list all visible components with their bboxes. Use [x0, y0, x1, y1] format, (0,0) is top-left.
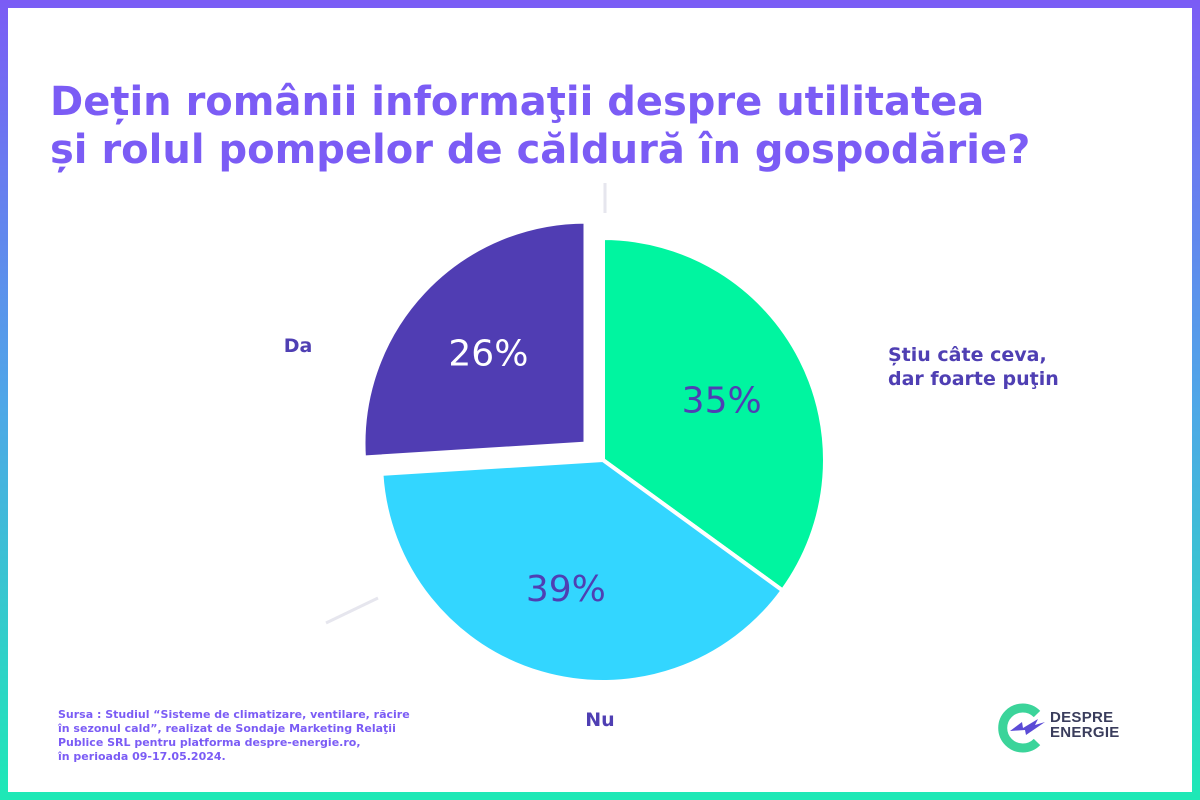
pie-chart: 35% Știu câte ceva, dar foarte puţin 39% Nu 2…	[284, 183, 1059, 731]
pie-slice-nu	[379, 458, 785, 684]
logo-line-1: DESPRE	[1050, 709, 1114, 726]
guide-line-2	[325, 596, 379, 625]
title-line-1: Dețin românii informaţii despre utilitat…	[50, 79, 985, 125]
pie-slice-da	[361, 219, 588, 460]
source-line-1: Sursa : Studiul “Sisteme de climatizare,…	[58, 708, 410, 721]
source-line-4: în perioada 09-17.05.2024.	[58, 750, 226, 763]
energy-logo-icon	[998, 703, 1045, 753]
chart-card: Dețin românii informaţii despre utilitat…	[8, 8, 1192, 792]
chart-title: Dețin românii informaţii despre utilitat…	[50, 78, 1050, 174]
source-line-2: în sezonul cald”, realizat de Sondaje Ma…	[58, 722, 396, 735]
pie-slice-tiu-c-te-ceva-dar-foarte-pu-in	[601, 236, 827, 593]
slice-value-label: 26%	[448, 333, 528, 374]
source-line-3: Publice SRL pentru platforma despre-ener…	[58, 736, 361, 749]
slice-category-label: Știu câte ceva, dar foarte puţin	[888, 344, 1059, 390]
despre-energie-logo: DESPRE ENERGIE	[994, 700, 1144, 756]
slice-value-label: 39%	[526, 569, 606, 610]
source-note: Sursa : Studiul “Sisteme de climatizare,…	[58, 708, 478, 764]
slice-value-label: 35%	[682, 381, 762, 422]
title-line-2: și rolul pompelor de căldură în gospodăr…	[50, 127, 1031, 173]
slice-category-label: Nu	[585, 709, 614, 731]
logo-line-2: ENERGIE	[1050, 724, 1120, 741]
logo-wordmark: DESPRE ENERGIE	[1050, 710, 1120, 740]
slice-category-label: Da	[284, 335, 313, 357]
